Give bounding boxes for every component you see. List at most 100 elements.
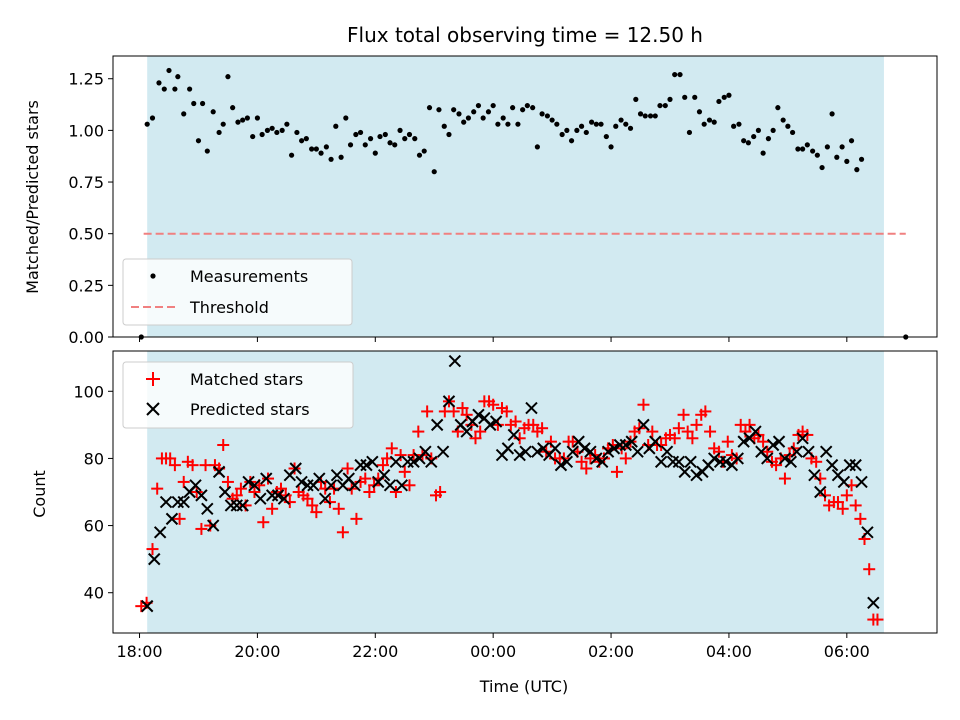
- predicted-star-stroke: [737, 435, 750, 448]
- matched-star-point: [230, 489, 243, 502]
- predicted-star-stroke: [460, 425, 473, 438]
- predicted-star-point: [159, 495, 173, 509]
- predicted-star-point: [837, 475, 851, 489]
- predicted-star-point: [436, 445, 450, 458]
- predicted-star-stroke: [537, 442, 550, 455]
- measurement-point: [240, 117, 246, 123]
- measurement-point: [593, 121, 599, 127]
- predicted-star-stroke: [525, 401, 538, 415]
- predicted-star-stroke: [430, 418, 444, 432]
- predicted-star-point: [531, 445, 544, 458]
- measurement-point: [755, 127, 762, 133]
- predicted-star-point: [442, 395, 456, 408]
- matched-star-point: [536, 422, 549, 435]
- matched-star-point: [359, 472, 372, 485]
- predicted-star-stroke: [218, 485, 232, 499]
- measurement-point: [161, 86, 167, 92]
- measurement-point: [848, 138, 855, 144]
- matched-star-point: [770, 459, 783, 472]
- predicted-star-point: [189, 479, 202, 492]
- predicted-star-stroke: [442, 395, 456, 408]
- measurement-point: [598, 121, 604, 127]
- measurement-point: [490, 102, 496, 109]
- predicted-star-stroke: [684, 455, 697, 468]
- predicted-star-stroke: [766, 438, 780, 452]
- measurement-point: [574, 127, 580, 133]
- measurement-point: [230, 105, 236, 111]
- matched-star-point: [863, 563, 876, 576]
- measurement-point: [172, 86, 178, 92]
- matched-star-point: [704, 425, 717, 438]
- predicted-star-point: [519, 445, 532, 458]
- measurement-point: [652, 113, 658, 119]
- measurement-point: [426, 105, 433, 111]
- measurement-point: [844, 158, 850, 164]
- measurement-point: [711, 119, 717, 125]
- predicted-star-stroke: [761, 452, 774, 465]
- matched-star-point: [831, 496, 844, 509]
- measurement-point: [534, 144, 540, 150]
- predicted-star-stroke: [159, 495, 173, 509]
- measurement-point: [682, 94, 688, 100]
- matched-star-point: [743, 418, 756, 431]
- matched-star-point: [677, 408, 690, 421]
- matched-star-point: [301, 492, 314, 505]
- predicted-star-stroke: [548, 442, 562, 455]
- matched-star-point: [332, 502, 345, 515]
- matched-star-point: [575, 455, 588, 468]
- predicted-star-stroke: [212, 465, 226, 479]
- predicted-star-point: [578, 442, 591, 455]
- matched-star-point: [566, 435, 579, 448]
- top-legend: Measurements Threshold: [122, 258, 353, 326]
- predicted-star-stroke: [153, 526, 167, 539]
- measurement-point: [362, 142, 368, 148]
- measurement-point: [436, 107, 442, 113]
- legend-predicted-label: Predicted stars: [190, 400, 310, 419]
- matched-star-point: [456, 402, 469, 415]
- matched-star-point: [336, 526, 349, 539]
- measurement-point: [377, 133, 383, 140]
- measurement-point: [524, 102, 530, 109]
- predicted-star-stroke: [825, 458, 839, 472]
- predicted-star-point: [819, 445, 833, 458]
- legend-threshold-label: Threshold: [189, 298, 269, 317]
- matched-star-point: [757, 435, 770, 448]
- top-panel: 0.00 0.25 0.50 0.75 1.00 1.25: [68, 55, 938, 347]
- predicted-star-point: [690, 469, 703, 482]
- x-tick-label: 00:00: [470, 642, 516, 661]
- predicted-star-point: [731, 452, 744, 465]
- predicted-star-point: [218, 485, 232, 499]
- predicted-star-point: [631, 445, 644, 458]
- predicted-star-stroke: [672, 455, 686, 468]
- predicted-star-stroke: [772, 435, 786, 448]
- matched-star-point: [173, 512, 186, 525]
- matched-star-point: [668, 432, 681, 445]
- predicted-star-stroke: [436, 445, 450, 458]
- matched-star-point: [686, 432, 699, 445]
- predicted-star-point: [713, 455, 727, 468]
- measurement-point: [195, 138, 202, 144]
- measurement-point: [780, 117, 786, 123]
- measurement-point: [515, 121, 521, 127]
- predicted-star-point: [666, 455, 680, 468]
- predicted-star-stroke: [277, 492, 291, 505]
- measurement-point: [505, 121, 511, 127]
- predicted-star-point: [313, 472, 326, 485]
- measurement-point: [770, 127, 776, 133]
- matched-star-point: [580, 462, 593, 475]
- matched-star-point: [646, 425, 659, 438]
- predicted-star-stroke: [366, 455, 379, 468]
- predicted-star-stroke: [590, 452, 603, 465]
- predicted-star-point: [596, 455, 609, 468]
- predicted-star-point: [678, 465, 691, 479]
- top-series-0: [138, 67, 909, 340]
- predicted-star-point: [766, 438, 780, 452]
- matched-star-point: [487, 398, 500, 411]
- measurement-point: [858, 156, 865, 162]
- predicted-star-stroke: [507, 428, 521, 442]
- top-y-tick-label: 1.25: [68, 70, 104, 89]
- predicted-star-stroke: [171, 495, 185, 509]
- matched-star-point: [460, 408, 473, 421]
- measurement-point: [299, 138, 305, 144]
- predicted-star-point: [761, 452, 774, 465]
